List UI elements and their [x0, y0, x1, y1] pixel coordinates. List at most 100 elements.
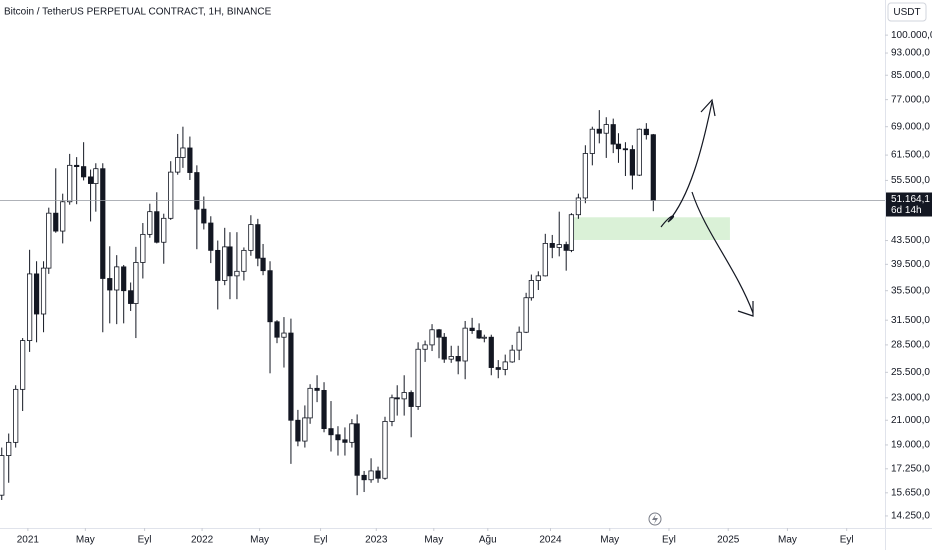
candle-body: [382, 421, 388, 479]
y-tick-label: 28.500,0: [891, 340, 930, 351]
candle-body: [133, 262, 139, 304]
candle-body: [589, 128, 595, 154]
y-tick-label: 55.500,0: [891, 175, 930, 186]
candle-body: [241, 249, 247, 272]
candle-body: [161, 217, 167, 243]
flash-icon[interactable]: [648, 512, 662, 526]
candle-body: [335, 434, 341, 441]
y-tick-label: 93.000,0: [891, 48, 930, 59]
candle-body: [222, 246, 228, 281]
candle-body: [422, 344, 428, 350]
candle-body: [208, 222, 214, 251]
candle-body: [455, 356, 461, 362]
candle-body: [180, 147, 186, 158]
candle-body: [274, 321, 280, 338]
candle-body: [509, 349, 515, 363]
candle-body: [194, 172, 200, 210]
countdown-label: 6d 14h: [891, 205, 922, 216]
candle-body: [502, 361, 508, 370]
candle-body: [234, 270, 240, 277]
currency-label[interactable]: USDT: [893, 7, 920, 18]
candle-body: [389, 397, 395, 422]
candle-body: [0, 455, 5, 496]
candle-body: [60, 201, 66, 232]
candle-body: [314, 387, 320, 391]
y-tick-label: 31.500,0: [891, 315, 930, 326]
x-tick-label: May: [76, 535, 95, 546]
candle-body: [121, 266, 127, 292]
x-tick-label: 2022: [191, 535, 214, 546]
candle-body: [328, 428, 334, 436]
flash-icon-circle[interactable]: [648, 512, 662, 526]
currency-button[interactable]: [887, 2, 927, 22]
chart-title: Bitcoin / TetherUS PERPETUAL CONTRACT, 1…: [4, 7, 272, 18]
candle-body: [568, 214, 575, 251]
candle-body: [46, 212, 52, 269]
candle-body: [622, 148, 629, 151]
x-tick-label: 2023: [365, 535, 388, 546]
candle-body: [175, 157, 181, 173]
x-tick-label: May: [250, 535, 269, 546]
x-tick-label: Eyl: [840, 535, 854, 546]
candle-body: [361, 474, 367, 481]
candle-body: [267, 270, 273, 323]
candle-body: [610, 124, 616, 145]
candle-body: [187, 147, 193, 173]
candle-body: [528, 280, 534, 299]
x-tick-label: Eyl: [138, 535, 152, 546]
y-tick-label: 23.000,0: [891, 392, 930, 403]
candle-body: [147, 211, 153, 235]
candle-body: [436, 329, 442, 338]
candle-body: [481, 336, 487, 339]
candle-body: [74, 164, 80, 167]
candle-body: [563, 244, 569, 251]
x-tick-label: May: [778, 535, 797, 546]
candle-body: [87, 176, 94, 184]
x-tick-label: 2024: [539, 535, 562, 546]
y-tick-label: 14.250,0: [891, 511, 930, 522]
x-tick-label: 2025: [717, 535, 740, 546]
candle-body: [535, 275, 541, 281]
candle-body: [556, 244, 562, 248]
candle-body: [281, 332, 287, 338]
y-tick-label: 77.000,0: [891, 94, 930, 105]
candle-body: [469, 327, 475, 331]
candle-body: [100, 168, 106, 279]
y-tick-label: 43.500,0: [891, 235, 930, 246]
candle-body: [27, 273, 33, 341]
candle-body: [636, 128, 642, 176]
candle-body: [13, 388, 19, 443]
candle-body: [549, 242, 555, 248]
candle-body: [629, 149, 635, 176]
candle-body: [67, 164, 73, 203]
candle-body: [81, 166, 87, 178]
candle-body: [516, 331, 522, 351]
candle-body: [441, 336, 447, 360]
candle-body: [168, 171, 174, 219]
candle-body: [354, 423, 360, 476]
candle-body: [107, 278, 113, 291]
candle-body: [227, 246, 233, 277]
flash-icon-bolt[interactable]: [652, 514, 658, 524]
y-tick-label: 61.500,0: [891, 150, 930, 161]
y-tick-label: 69.000,0: [891, 121, 930, 132]
y-tick-label: 35.500,0: [891, 285, 930, 296]
candle-body: [643, 128, 649, 136]
candle-body: [215, 249, 221, 281]
x-tick-label: Eyl: [662, 535, 676, 546]
candle-body: [476, 330, 482, 339]
candle-body: [375, 470, 381, 479]
last-price-box: [886, 192, 932, 217]
candle-body: [523, 297, 529, 333]
candle-body: [201, 208, 207, 224]
candle-body: [495, 367, 501, 370]
candle-body: [408, 392, 414, 407]
arrow-down-head: [737, 301, 754, 317]
y-tick-label: 85.000,0: [891, 70, 930, 81]
y-tick-label: 39.500,0: [891, 259, 930, 270]
candle-body: [488, 336, 494, 368]
arrow-down: [691, 191, 754, 314]
y-tick-label: 21.000,0: [891, 415, 930, 426]
